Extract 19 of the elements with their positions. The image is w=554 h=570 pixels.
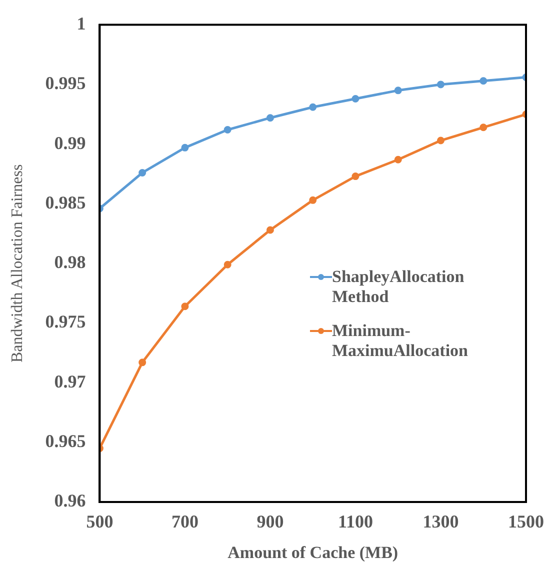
y-tick-label: 0.97: [54, 371, 86, 392]
y-axis-title: Bandwidth Allocation Fairness: [8, 164, 26, 362]
x-tick-label: 1100: [338, 511, 373, 532]
y-tick-label: 0.99: [54, 132, 86, 153]
x-tick-label: 500: [86, 511, 114, 532]
legend-label: Minimum-MaximuAllocation: [332, 320, 469, 361]
y-tick-label: 0.975: [45, 312, 86, 332]
y-tick-label: 1: [76, 13, 86, 34]
x-tick-label: 700: [171, 511, 198, 532]
x-tick-label: 1500: [508, 511, 544, 532]
legend-label: ShapleyAllocation Method: [332, 266, 466, 307]
y-tick-label: 0.96: [54, 490, 86, 511]
x-tick-label: 900: [256, 511, 284, 532]
y-tick-label: 0.98: [54, 252, 86, 272]
y-tick-label: 0.965: [45, 431, 86, 452]
y-tick-label: 0.985: [45, 192, 86, 212]
y-tick-label: 0.995: [45, 73, 86, 94]
x-tick-label: 1300: [422, 511, 459, 532]
x-axis-title: Amount of Cache (MB): [228, 543, 398, 562]
